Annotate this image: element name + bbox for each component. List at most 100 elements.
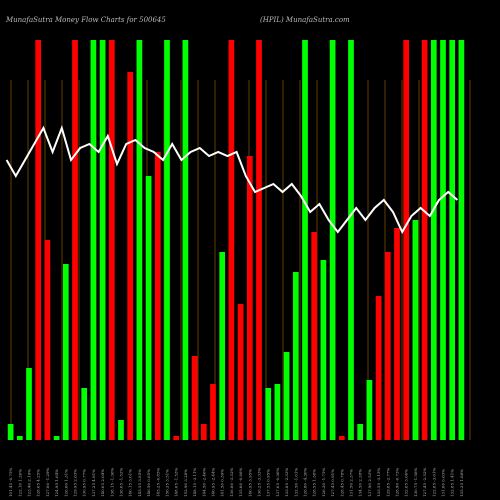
- bar: [265, 388, 272, 440]
- x-tick-label: 140.95 3.95%: [247, 469, 252, 497]
- x-tick-label: 132.50 -1.01%: [293, 467, 298, 497]
- bar: [26, 368, 32, 440]
- bar: [394, 228, 400, 440]
- bar: [154, 152, 161, 440]
- bar: [44, 240, 51, 440]
- bar: [274, 384, 281, 440]
- bar: [338, 436, 345, 440]
- bar: [357, 424, 364, 440]
- bar: [127, 72, 134, 440]
- x-tick-label: 136.80 -3.32%: [229, 467, 234, 497]
- x-tick-label: 144.50 -2.46%: [201, 467, 206, 497]
- bar: [136, 40, 143, 440]
- x-tick-label: 140.05 2.04%: [100, 469, 105, 497]
- x-tick-label: 126.30 -1.75%: [321, 467, 326, 497]
- bar: [164, 40, 170, 440]
- x-tick-labels: 101.45 -0.75% 122.10 1.26% 123.40 2.19% 128…: [8, 467, 464, 497]
- x-tick-label: 134.50 2.28%: [358, 469, 363, 497]
- x-tick-label: 145.25 -0.85%: [155, 467, 160, 497]
- x-tick-label: 137.05 -0.36%: [275, 467, 280, 497]
- x-tick-label: 127.45 0.91%: [330, 469, 335, 497]
- bar: [7, 424, 14, 440]
- x-tick-label: 145.55 3.85%: [137, 469, 142, 497]
- bar: [53, 436, 60, 440]
- bar: [421, 40, 428, 440]
- bar: [320, 260, 327, 440]
- x-tick-label: 140.15 3.01%: [128, 469, 133, 497]
- bar: [292, 272, 299, 440]
- bar: [440, 40, 446, 440]
- bar: [348, 40, 354, 440]
- x-tick-label: 130.75 -1.58%: [413, 467, 418, 497]
- x-tick-label: 123.40 2.19%: [27, 469, 32, 497]
- bar: [329, 40, 336, 440]
- chart-title-right: (HPIL) MunafaSutra.com: [260, 16, 350, 24]
- bar: [108, 40, 115, 440]
- bar: [228, 40, 235, 440]
- bar: [90, 40, 97, 440]
- x-tick-label: 129.95 2.63%: [73, 469, 78, 497]
- x-tick-label: 129.85 -2.77%: [385, 467, 390, 497]
- x-tick-label: 128.55 1.38%: [312, 469, 317, 497]
- bar: [145, 176, 152, 440]
- x-tick-label: 126.60 1.31%: [63, 469, 68, 497]
- bar: [62, 264, 69, 440]
- x-tick-label: 122.10 1.26%: [17, 469, 22, 497]
- x-tick-label: 152.90 3.28%: [183, 469, 188, 497]
- x-tick-label: 127.45 -2.52%: [422, 467, 427, 497]
- x-tick-label: 122.85 -3.61%: [431, 467, 436, 497]
- x-tick-label: 137.90 2.53%: [367, 469, 372, 497]
- x-tick-label: 135.60 -0.88%: [238, 467, 243, 497]
- bar: [246, 156, 253, 440]
- x-tick-label: 127.00 -1.29%: [45, 467, 50, 497]
- bar: [375, 296, 382, 440]
- line-path: [5, 124, 459, 235]
- x-tick-label: 140.95 -2.44%: [211, 467, 216, 497]
- x-tick-label: 135.35 1.88%: [459, 469, 464, 497]
- bar: [311, 232, 318, 440]
- bar: [384, 252, 391, 440]
- bar: [449, 40, 456, 440]
- x-tick-label: 150.35 3.51%: [165, 469, 170, 497]
- bar: [200, 424, 207, 440]
- x-tick-label: 131.50 2.37%: [349, 469, 354, 497]
- bar: [191, 356, 198, 440]
- bar: [430, 40, 437, 440]
- bar: [302, 40, 308, 440]
- x-tick-label: 131.00 6.63%: [441, 469, 446, 497]
- x-tick-label: 132.85 1.41%: [450, 469, 455, 497]
- x-tick-label: 124.95 1.64%: [54, 469, 59, 497]
- x-tick-label: 101.45 -0.75%: [8, 467, 13, 497]
- bar-series: [7, 40, 465, 440]
- x-tick-label: 141.50 0.39%: [220, 469, 225, 497]
- x-tick-label: 128.65 4.25%: [36, 469, 41, 497]
- line-series: [5, 124, 459, 235]
- bar: [99, 40, 106, 440]
- bar: [403, 40, 410, 440]
- x-tick-label: 136.25 -3.33%: [257, 467, 262, 497]
- bar: [412, 220, 419, 440]
- bar: [237, 304, 244, 440]
- bar: [182, 40, 189, 440]
- bar: [283, 352, 290, 440]
- x-tick-label: 136.05 -1.52%: [119, 467, 124, 497]
- x-tick-label: 133.55 -3.15%: [376, 467, 381, 497]
- bar: [118, 420, 124, 440]
- x-tick-label: 132.85 3.06%: [404, 469, 409, 497]
- bar: [366, 380, 373, 440]
- x-tick-label: 137.55 0.95%: [266, 469, 271, 497]
- x-tick-label: 148.15 -3.11%: [192, 467, 197, 497]
- x-tick-label: 126.80 -4.30%: [303, 467, 308, 497]
- bar: [35, 40, 42, 440]
- bar: [81, 388, 88, 440]
- bar: [256, 40, 262, 440]
- bar: [72, 40, 78, 440]
- x-tick-label: 128.45 0.78%: [339, 469, 344, 497]
- bar: [458, 40, 465, 440]
- x-tick-label: 128.90 -0.73%: [395, 467, 400, 497]
- bar: [219, 252, 226, 440]
- x-tick-label: 148.05 -1.53%: [174, 467, 179, 497]
- bar: [173, 436, 180, 440]
- chart-title-left: MunafaSutra Money Flow Charts for 500645: [5, 16, 166, 24]
